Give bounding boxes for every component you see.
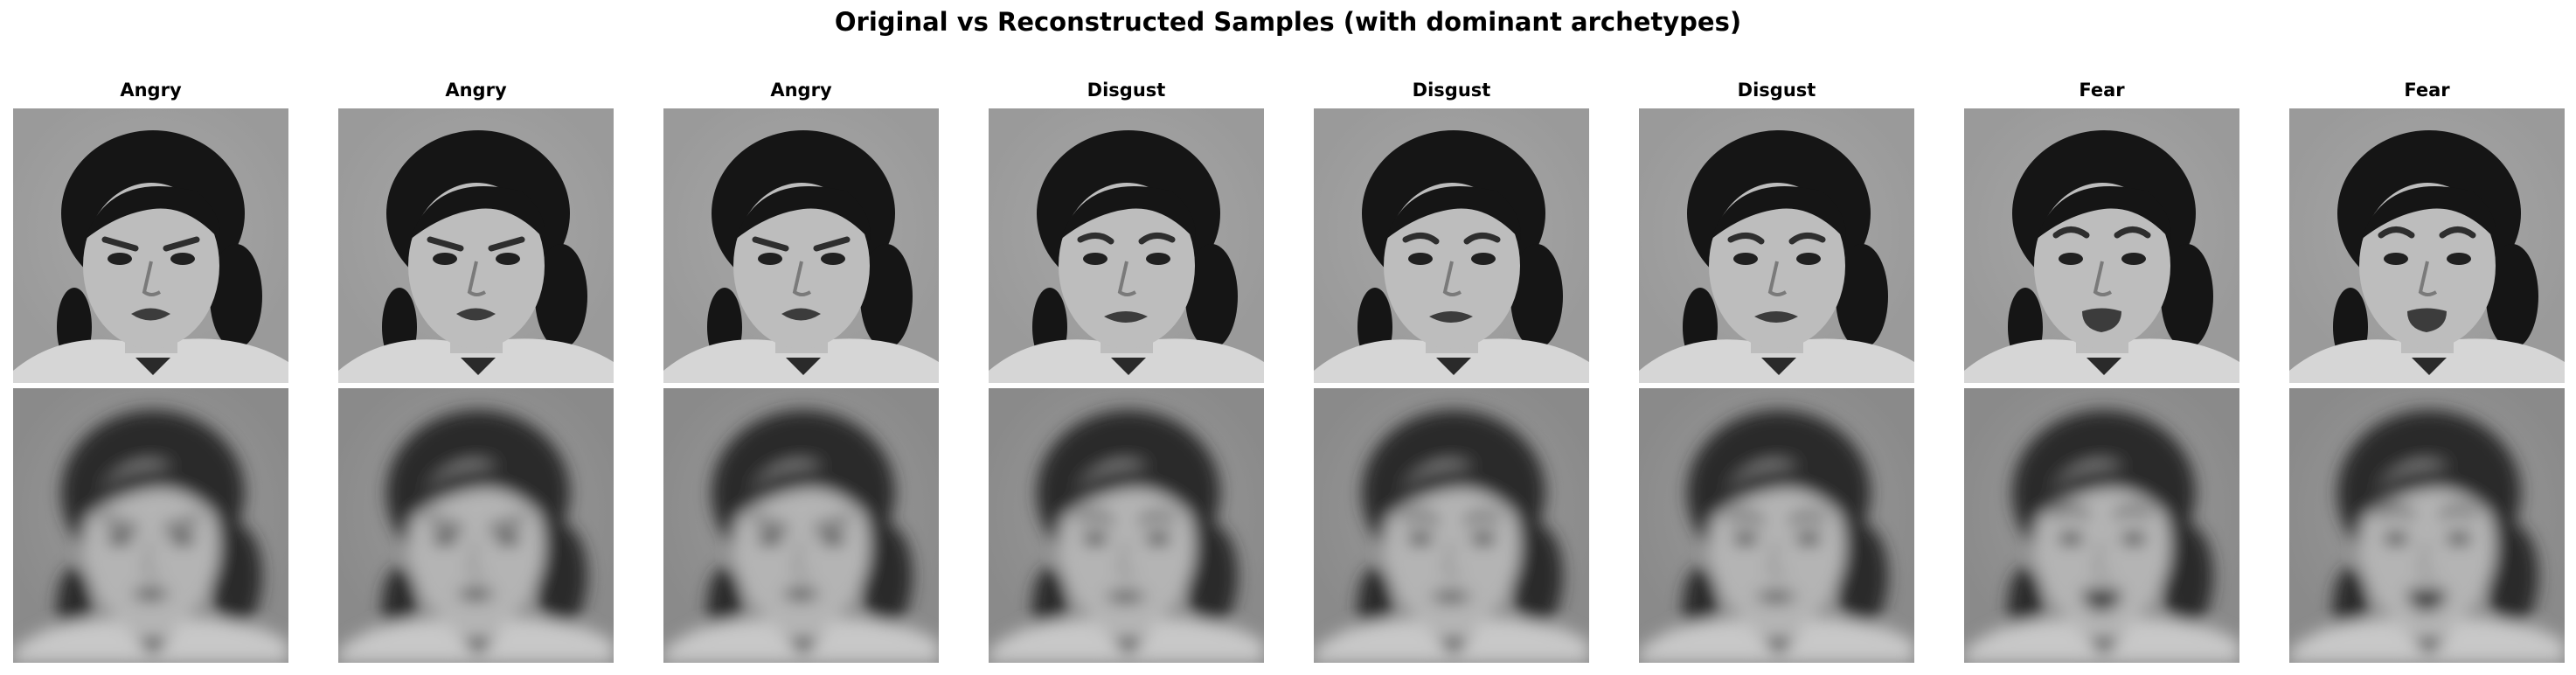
original-face-image bbox=[2289, 108, 2565, 383]
reconstructed-face-image bbox=[1639, 388, 1914, 663]
sample-column: Angry bbox=[663, 0, 939, 675]
sample-column: Disgust bbox=[1314, 0, 1589, 675]
reconstructed-face-image bbox=[1964, 388, 2239, 663]
original-face-image bbox=[989, 108, 1264, 383]
original-image-tile bbox=[13, 108, 288, 383]
sample-label: Disgust bbox=[1412, 80, 1491, 101]
reconstructed-image-tile bbox=[2289, 388, 2565, 663]
sample-column: Fear bbox=[2289, 0, 2565, 675]
sample-label: Disgust bbox=[1087, 80, 1166, 101]
reconstructed-image-tile bbox=[1639, 388, 1914, 663]
sample-label: Angry bbox=[770, 80, 832, 101]
sample-column: Disgust bbox=[989, 0, 1264, 675]
original-face-image bbox=[663, 108, 939, 383]
sample-label: Angry bbox=[120, 80, 182, 101]
original-image-tile bbox=[338, 108, 614, 383]
original-image-tile bbox=[1314, 108, 1589, 383]
sample-column: Fear bbox=[1964, 0, 2239, 675]
original-face-image bbox=[338, 108, 614, 383]
reconstructed-image-tile bbox=[1314, 388, 1589, 663]
original-image-tile bbox=[2289, 108, 2565, 383]
reconstructed-face-image bbox=[1314, 388, 1589, 663]
reconstructed-image-tile bbox=[1964, 388, 2239, 663]
sample-label: Angry bbox=[445, 80, 507, 101]
original-image-tile bbox=[1639, 108, 1914, 383]
sample-column: Angry bbox=[338, 0, 614, 675]
reconstructed-image-tile bbox=[338, 388, 614, 663]
original-face-image bbox=[1964, 108, 2239, 383]
reconstructed-image-tile bbox=[13, 388, 288, 663]
original-image-tile bbox=[663, 108, 939, 383]
sample-label: Fear bbox=[2079, 80, 2125, 101]
original-image-tile bbox=[989, 108, 1264, 383]
original-face-image bbox=[13, 108, 288, 383]
reconstructed-face-image bbox=[338, 388, 614, 663]
sample-column: Angry bbox=[13, 0, 288, 675]
reconstructed-face-image bbox=[663, 388, 939, 663]
reconstructed-face-image bbox=[13, 388, 288, 663]
reconstructed-face-image bbox=[989, 388, 1264, 663]
sample-label: Disgust bbox=[1737, 80, 1816, 101]
figure-title: Original vs Reconstructed Samples (with … bbox=[834, 7, 1742, 37]
original-image-tile bbox=[1964, 108, 2239, 383]
sample-column: Disgust bbox=[1639, 0, 1914, 675]
reconstructed-image-tile bbox=[663, 388, 939, 663]
sample-label: Fear bbox=[2404, 80, 2450, 101]
reconstructed-face-image bbox=[2289, 388, 2565, 663]
original-face-image bbox=[1314, 108, 1589, 383]
reconstructed-image-tile bbox=[989, 388, 1264, 663]
original-face-image bbox=[1639, 108, 1914, 383]
